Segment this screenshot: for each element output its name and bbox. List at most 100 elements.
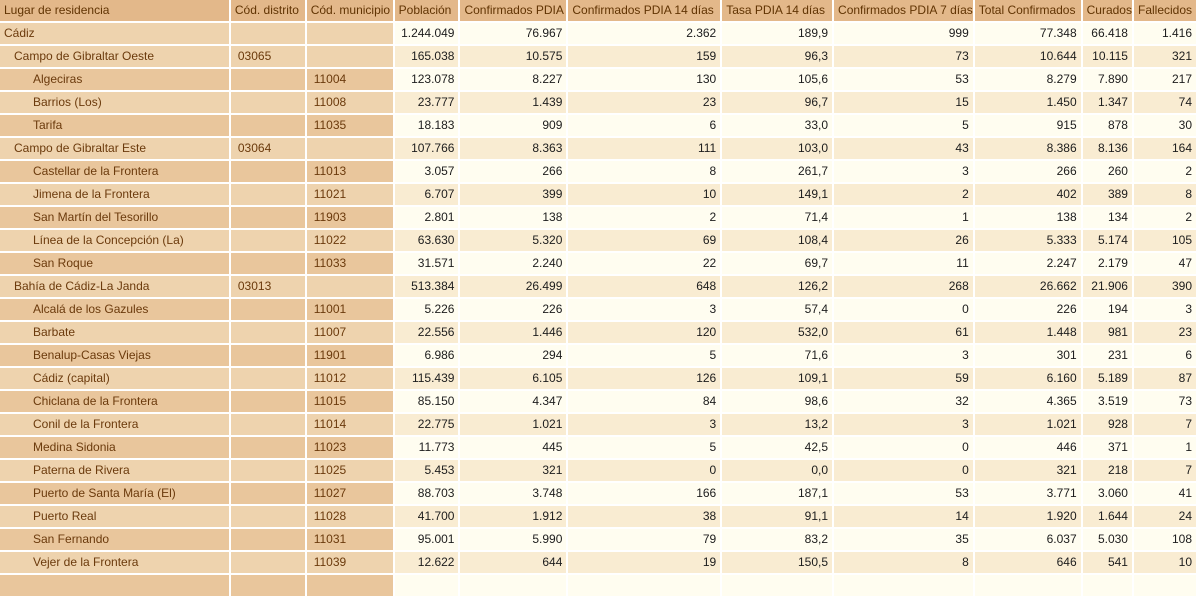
cell-total_confirmados: 77.348 — [974, 23, 1081, 44]
cell-poblacion: 88.703 — [394, 483, 459, 504]
col-header-confirmados-pdia-7-dias[interactable]: Confirmados PDIA 7 días — [834, 0, 973, 21]
table-row[interactable]: Algeciras 11004 123.078 8.227 130 105,6 53 8.27… — [0, 69, 1196, 90]
cell-lugar[interactable]: Jimena de la Frontera — [0, 184, 229, 205]
col-header-total-confirmados[interactable]: Total Confirmados — [974, 0, 1081, 21]
cell-cod_distrito — [230, 483, 305, 504]
cell-confirmados_pdia_14: 111 — [568, 138, 721, 159]
cell-cod_distrito — [230, 23, 305, 44]
cell-confirmados_pdia_14: 5 — [568, 437, 721, 458]
table-row[interactable]: San Martín del Tesorillo 11903 2.801 138 2 71… — [0, 207, 1196, 228]
table-row[interactable]: Vejer de la Frontera 11039 12.622 644 19 150,… — [0, 552, 1196, 573]
cell-tasa_pdia_14: 103,0 — [722, 138, 833, 159]
table-row[interactable]: Barbate 11007 22.556 1.446 120 532,0 61 1.448 98… — [0, 322, 1196, 343]
table-row[interactable]: Campo de Gibraltar Oeste 03065 165.038 10.5… — [0, 46, 1196, 67]
cell-cod_municipio: 11004 — [306, 69, 393, 90]
table-row[interactable]: Cádiz (capital) 11012 115.439 6.105 126 109,1… — [0, 368, 1196, 389]
table-row[interactable]: Tarifa 11035 18.183 909 6 33,0 5 915 878 30 — [0, 115, 1196, 136]
cell-confirmados_pdia_7: 53 — [834, 483, 973, 504]
col-header-curados[interactable]: Curados — [1082, 0, 1132, 21]
col-header-tasa-pdia-14-dias[interactable]: Tasa PDIA 14 días — [722, 0, 833, 21]
table-row[interactable]: Chiclana de la Frontera 11015 85.150 4.347 8… — [0, 391, 1196, 412]
cell-cod_municipio — [306, 138, 393, 159]
cell-lugar[interactable]: Puerto de Santa María (El) — [0, 483, 229, 504]
cell-lugar[interactable]: Medina Sidonia — [0, 437, 229, 458]
table-row[interactable]: Jimena de la Frontera 11021 6.707 399 10 149,… — [0, 184, 1196, 205]
cell-lugar[interactable]: Algeciras — [0, 69, 229, 90]
cell-lugar[interactable]: Puerto Real — [0, 506, 229, 527]
table-row[interactable]: Puerto de Santa María (El) 11027 88.703 3.7… — [0, 483, 1196, 504]
cell-confirmados_pdia_7: 0 — [834, 460, 973, 481]
cell-lugar[interactable]: San Roque — [0, 253, 229, 274]
cell-cod_municipio: 11008 — [306, 92, 393, 113]
cell-lugar[interactable]: Tarifa — [0, 115, 229, 136]
table-row[interactable]: Medina Sidonia 11023 11.773 445 5 42,5 0 446 371… — [0, 437, 1196, 458]
table-row[interactable]: Conil de la Frontera 11014 22.775 1.021 3 13,… — [0, 414, 1196, 435]
cell-lugar[interactable]: Campo de Gibraltar Este — [0, 138, 229, 159]
cell-fallecidos: 87 — [1133, 368, 1196, 389]
cell-cod_municipio: 11012 — [306, 368, 393, 389]
cell-cod_municipio: 11021 — [306, 184, 393, 205]
cell-lugar[interactable]: San Martín del Tesorillo — [0, 207, 229, 228]
cell-cod_municipio: 11001 — [306, 299, 393, 320]
table-row[interactable]: Paterna de Rivera 11025 5.453 321 0 0,0 0 321 21… — [0, 460, 1196, 481]
cell-lugar[interactable]: Barrios (Los) — [0, 92, 229, 113]
cell-cod_municipio: 11039 — [306, 552, 393, 573]
cell-lugar[interactable]: Línea de la Concepción (La) — [0, 230, 229, 251]
table-row[interactable]: San Roque 11033 31.571 2.240 22 69,7 11 2.247 2.… — [0, 253, 1196, 274]
cell-lugar[interactable]: Campo de Gibraltar Oeste — [0, 46, 229, 67]
cell-cod_municipio — [306, 23, 393, 44]
cell-confirmados_pdia_14: 79 — [568, 529, 721, 550]
cell-lugar[interactable]: Castellar de la Frontera — [0, 161, 229, 182]
cell-confirmados_pdia_7: 3 — [834, 345, 973, 366]
cell-lugar[interactable]: Conil de la Frontera — [0, 414, 229, 435]
cell-lugar[interactable]: Barbate — [0, 322, 229, 343]
cell-tasa_pdia_14: 105,6 — [722, 69, 833, 90]
table-row[interactable]: Barrios (Los) 11008 23.777 1.439 23 96,7 15 1.4… — [0, 92, 1196, 113]
col-header-lugar-de-residencia[interactable]: Lugar de residencia — [0, 0, 229, 21]
col-header-cod-distrito[interactable]: Cód. distrito — [230, 0, 305, 21]
cell-poblacion: 1.244.049 — [394, 23, 459, 44]
cell-lugar[interactable]: Alcalá de los Gazules — [0, 299, 229, 320]
col-header-poblacion[interactable]: Población — [394, 0, 459, 21]
cell-lugar[interactable]: Vejer de la Frontera — [0, 552, 229, 573]
cell-poblacion: 115.439 — [394, 368, 459, 389]
cell-lugar[interactable]: Cádiz — [0, 23, 229, 44]
cell-tasa_pdia_14: 96,3 — [722, 46, 833, 67]
cell-total_confirmados: 321 — [974, 460, 1081, 481]
table-row[interactable]: Castellar de la Frontera 11013 3.057 266 8 26… — [0, 161, 1196, 182]
table-row[interactable]: Benalup-Casas Viejas 11901 6.986 294 5 71,6 3 3… — [0, 345, 1196, 366]
cell-lugar[interactable]: Cádiz (capital) — [0, 368, 229, 389]
cell-confirmados_pdia: 1.912 — [460, 506, 567, 527]
cell-lugar[interactable]: San Fernando — [0, 529, 229, 550]
table-row[interactable]: Alcalá de los Gazules 11001 5.226 226 3 57,4 0… — [0, 299, 1196, 320]
cell-cod_municipio: 11022 — [306, 230, 393, 251]
col-header-cod-municipio[interactable]: Cód. municipio — [306, 0, 393, 21]
cell-cod_municipio: 11027 — [306, 483, 393, 504]
cell-confirmados_pdia_14: 23 — [568, 92, 721, 113]
cell-cod_municipio: 11903 — [306, 207, 393, 228]
cell-lugar[interactable]: Chiclana de la Frontera — [0, 391, 229, 412]
cell-lugar[interactable]: Bahía de Cádiz-La Janda — [0, 276, 229, 297]
col-header-confirmados-pdia-14-dias[interactable]: Confirmados PDIA 14 días — [568, 0, 721, 21]
col-header-fallecidos[interactable]: Fallecidos — [1133, 0, 1196, 21]
cell-empty — [460, 575, 567, 596]
cell-confirmados_pdia_7: 53 — [834, 69, 973, 90]
cell-lugar[interactable]: Paterna de Rivera — [0, 460, 229, 481]
cell-confirmados_pdia: 6.105 — [460, 368, 567, 389]
table-body: Cádiz 1.244.049 76.967 2.362 189,9 999 77.348 6… — [0, 23, 1196, 596]
table-row[interactable]: Línea de la Concepción (La) 11022 63.630 5.… — [0, 230, 1196, 251]
table-row[interactable]: Cádiz 1.244.049 76.967 2.362 189,9 999 77.348 6… — [0, 23, 1196, 44]
cell-poblacion: 2.801 — [394, 207, 459, 228]
cell-tasa_pdia_14: 187,1 — [722, 483, 833, 504]
table-header-row: Lugar de residencia Cód. distrito Cód. m… — [0, 0, 1196, 21]
table-row[interactable]: Bahía de Cádiz-La Janda 03013 513.384 26.49… — [0, 276, 1196, 297]
cell-curados: 260 — [1082, 161, 1132, 182]
cell-lugar[interactable]: Benalup-Casas Viejas — [0, 345, 229, 366]
cell-poblacion: 41.700 — [394, 506, 459, 527]
col-header-confirmados-pdia[interactable]: Confirmados PDIA — [460, 0, 567, 21]
table-row[interactable]: Puerto Real 11028 41.700 1.912 38 91,1 14 1.920… — [0, 506, 1196, 527]
cell-total_confirmados: 915 — [974, 115, 1081, 136]
cell-tasa_pdia_14: 33,0 — [722, 115, 833, 136]
table-row[interactable]: San Fernando 11031 95.001 5.990 79 83,2 35 6.03… — [0, 529, 1196, 550]
table-row[interactable]: Campo de Gibraltar Este 03064 107.766 8.363… — [0, 138, 1196, 159]
